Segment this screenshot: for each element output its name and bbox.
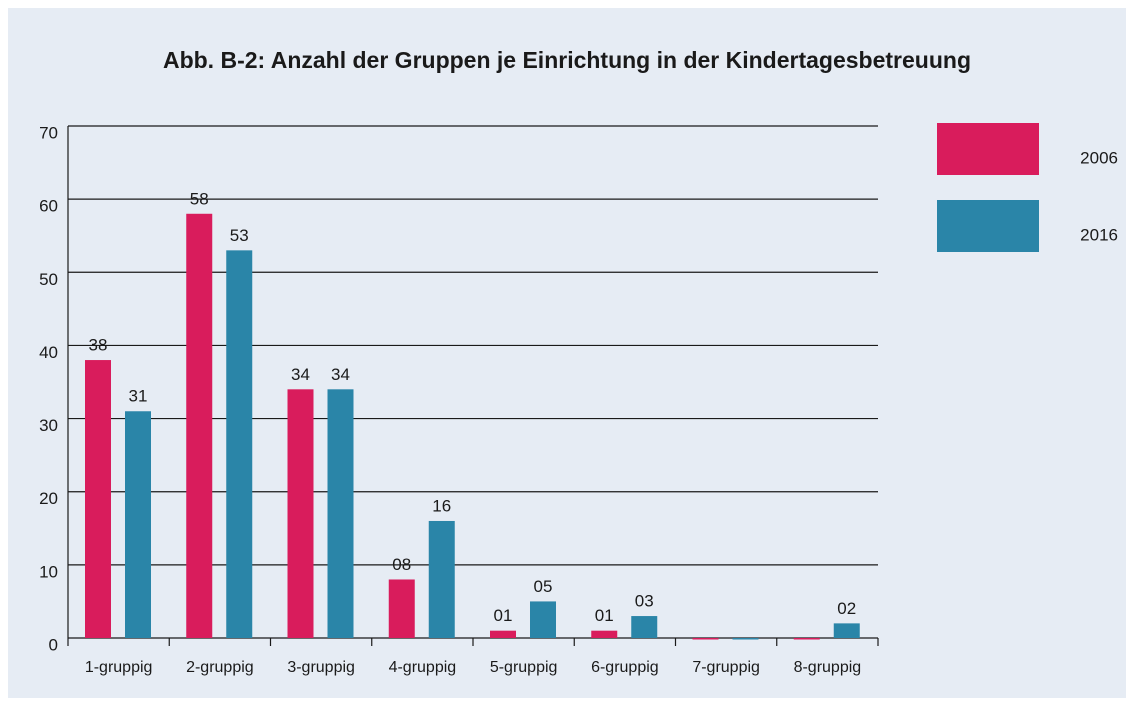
data-label: 53 xyxy=(230,226,249,245)
x-tick-label: 5-gruppig xyxy=(490,659,558,676)
x-tick-label: 3-gruppig xyxy=(287,659,355,676)
x-tick-label: 8-gruppig xyxy=(794,659,862,676)
bar xyxy=(388,579,415,638)
bar xyxy=(490,630,516,638)
bar xyxy=(732,638,759,640)
bar xyxy=(186,213,213,638)
bar xyxy=(631,616,658,638)
data-label: 08 xyxy=(392,555,411,574)
bar xyxy=(226,250,253,639)
bar xyxy=(85,360,111,638)
x-tick-label: 1-gruppig xyxy=(85,659,153,676)
data-label: 01 xyxy=(494,606,513,625)
data-label: 01 xyxy=(595,606,614,625)
data-label: 02 xyxy=(837,599,856,618)
bar xyxy=(327,389,354,638)
bar xyxy=(692,638,719,640)
legend-label: 2006 xyxy=(1080,148,1118,167)
bar xyxy=(833,623,860,638)
data-label: 34 xyxy=(291,365,310,384)
x-tick-label: 6-gruppig xyxy=(591,659,659,676)
y-tick-label: 10 xyxy=(39,562,58,581)
y-tick-label: 50 xyxy=(39,270,58,289)
bar xyxy=(287,389,314,638)
data-label: 03 xyxy=(635,592,654,611)
x-tick-label: 2-gruppig xyxy=(186,659,254,676)
y-tick-label: 20 xyxy=(39,489,58,508)
x-tick-label: 4-gruppig xyxy=(389,659,457,676)
bar xyxy=(530,601,556,638)
chart-title: Abb. B-2: Anzahl der Gruppen je Einricht… xyxy=(163,47,971,73)
bar xyxy=(591,630,618,638)
legend-swatch xyxy=(937,123,1039,175)
background xyxy=(8,8,1126,698)
bar xyxy=(793,638,820,640)
y-tick-label: 30 xyxy=(39,416,58,435)
data-label: 05 xyxy=(534,577,553,596)
data-label: 16 xyxy=(432,496,451,515)
x-tick-label: 7-gruppig xyxy=(692,659,760,676)
y-tick-label: 40 xyxy=(39,343,58,362)
data-label: 58 xyxy=(190,189,209,208)
bar xyxy=(125,411,151,638)
legend-label: 2016 xyxy=(1080,225,1118,244)
bar xyxy=(428,520,455,638)
legend-swatch xyxy=(937,200,1039,252)
y-tick-label: 0 xyxy=(49,635,58,654)
data-label: 34 xyxy=(331,365,350,384)
data-label: 38 xyxy=(89,336,108,355)
data-label: 31 xyxy=(129,387,148,406)
y-tick-label: 60 xyxy=(39,197,58,216)
y-tick-label: 70 xyxy=(39,123,58,142)
